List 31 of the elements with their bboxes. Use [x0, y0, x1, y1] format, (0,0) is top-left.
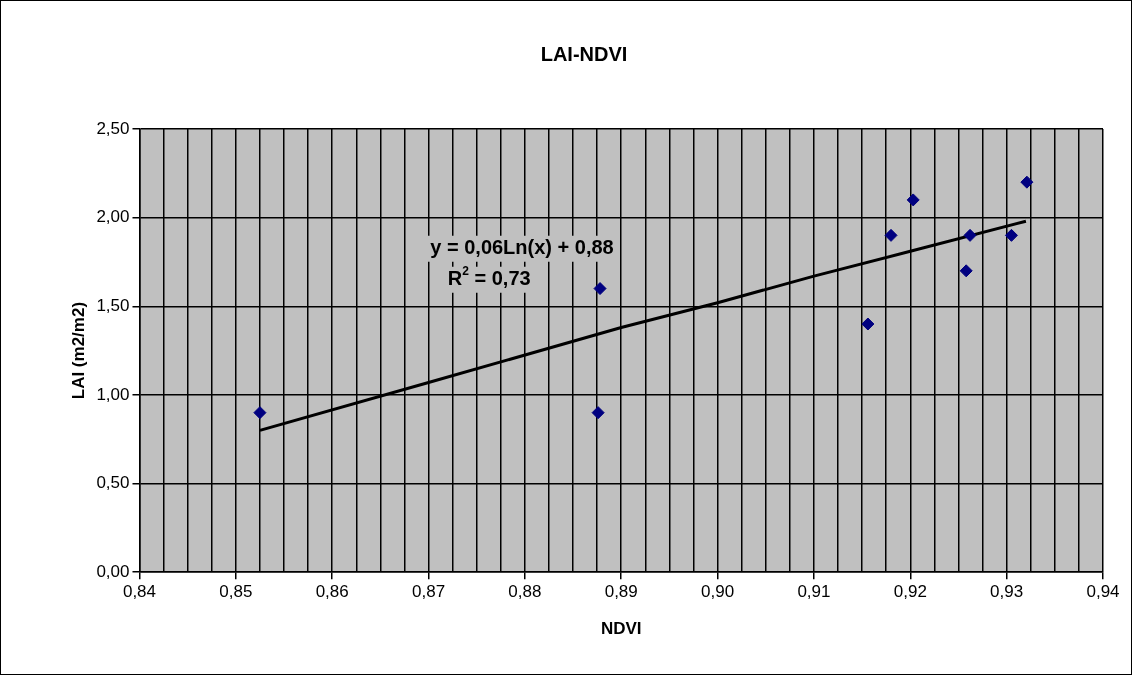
y-tick-label: 0,50	[96, 473, 130, 493]
x-axis-title: NDVI	[600, 619, 642, 639]
x-tick-label: 0,87	[411, 582, 446, 602]
point	[963, 228, 977, 242]
point	[959, 264, 973, 278]
annotation: y = 0,06Ln(x) + 0,88	[430, 236, 614, 259]
x-tick-label: 0,85	[219, 582, 253, 602]
y-tick-label: 2,00	[96, 207, 130, 227]
y-tick-label: 2,50	[96, 118, 130, 138]
chart-title: LAI-NDVI	[540, 42, 628, 65]
x-tick-label: 0,94	[1086, 582, 1120, 602]
point	[591, 406, 605, 420]
point	[1020, 175, 1034, 189]
x-tick-label: 0,89	[604, 582, 638, 602]
point	[253, 406, 267, 420]
point	[861, 317, 875, 331]
point	[593, 282, 607, 296]
x-tick-label: 0,90	[701, 582, 735, 602]
y-axis-title: LAI (m2/m2)	[68, 301, 88, 400]
x-tick-label: 0,92	[893, 582, 927, 602]
x-tick-label: 0,88	[508, 582, 542, 602]
x-tick-label: 0,91	[797, 582, 831, 602]
point	[906, 193, 920, 207]
x-tick-label: 0,84	[122, 582, 157, 602]
point	[884, 228, 898, 242]
y-tick-label: 1,50	[96, 295, 130, 315]
point	[1004, 228, 1018, 242]
x-tick-label: 0,93	[990, 582, 1024, 602]
y-tick-label: 1,00	[96, 384, 130, 404]
y-tick-label: 0,00	[96, 561, 130, 581]
x-tick-label: 0,86	[315, 582, 349, 602]
